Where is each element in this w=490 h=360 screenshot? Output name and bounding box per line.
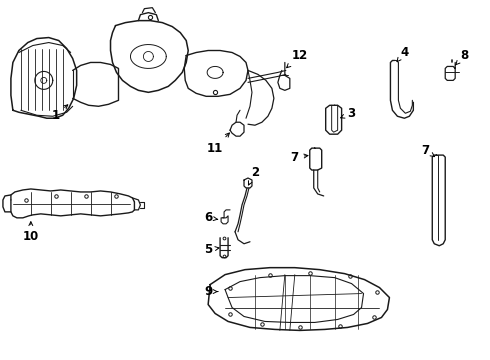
Text: 8: 8 [455, 49, 468, 65]
Text: 10: 10 [23, 222, 39, 243]
Text: 1: 1 [51, 105, 68, 122]
Text: 9: 9 [204, 285, 218, 298]
Text: 2: 2 [248, 166, 259, 185]
Text: 4: 4 [397, 46, 409, 62]
Text: 3: 3 [341, 107, 356, 120]
Text: 7: 7 [291, 150, 308, 163]
Text: 11: 11 [207, 133, 229, 155]
Text: 5: 5 [204, 243, 219, 256]
Text: 12: 12 [287, 49, 308, 68]
Text: 6: 6 [204, 211, 218, 224]
Text: 7: 7 [421, 144, 435, 157]
